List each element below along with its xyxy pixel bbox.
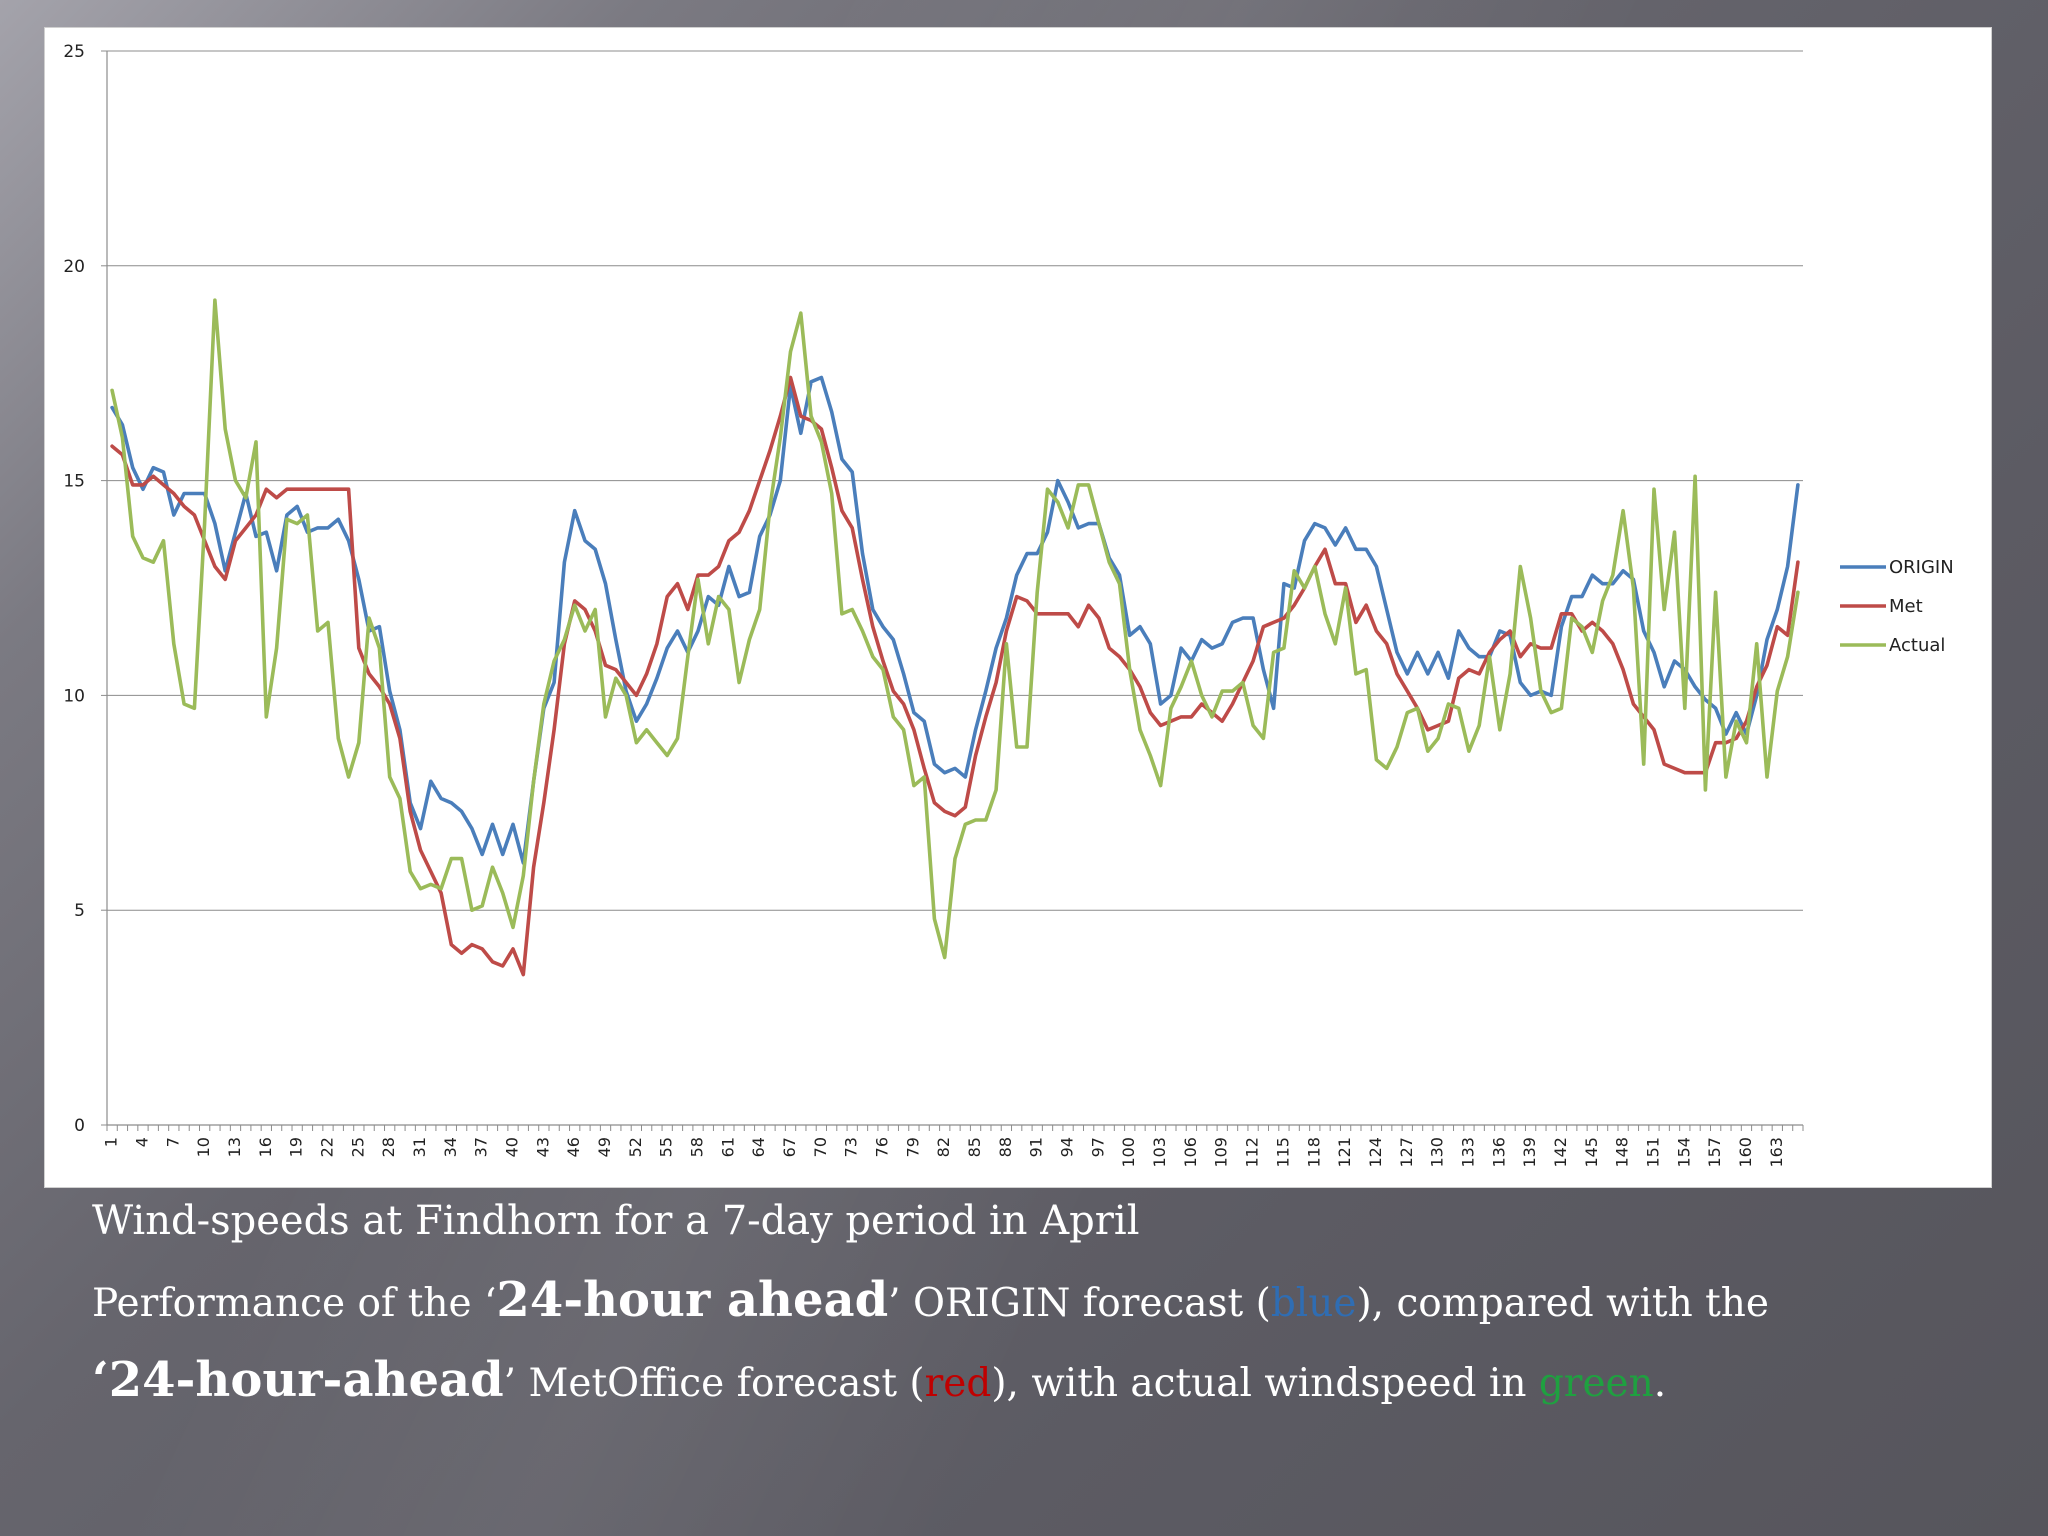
y-tick-label: 20 — [63, 257, 85, 277]
x-tick-label: 10 — [194, 1137, 213, 1157]
x-tick-label: 79 — [903, 1137, 922, 1157]
caption-text: ), compared with the — [1356, 1281, 1769, 1326]
x-tick-label: 103 — [1150, 1137, 1169, 1168]
x-tick-label: 7 — [163, 1137, 182, 1147]
x-tick-label: 121 — [1335, 1137, 1354, 1168]
x-tick-label: 40 — [503, 1137, 522, 1157]
y-tick-label: 5 — [74, 901, 85, 921]
x-tick-label: 13 — [225, 1137, 244, 1157]
x-tick-label: 85 — [965, 1137, 984, 1157]
caption-title: Wind-speeds at Findhorn for a 7-day peri… — [92, 1198, 1140, 1244]
y-tick-label: 15 — [63, 472, 85, 492]
x-tick-label: 22 — [317, 1137, 336, 1157]
x-tick-label: 61 — [718, 1137, 737, 1157]
line-chart: 0 5 10 15 20 25 1 4 7 10 13 16 19 22 25 28 31 34 37 40 43 46 4… — [63, 42, 1954, 1168]
caption-line-3: ‘24-hour-ahead’ MetOffice forecast (red)… — [92, 1352, 1666, 1408]
y-tick-label: 0 — [74, 1116, 85, 1136]
caption-color-blue: blue — [1270, 1281, 1357, 1326]
x-tick-label: 49 — [595, 1137, 614, 1157]
caption-text: ), with actual windspeed in — [991, 1361, 1539, 1406]
caption-color-green: green — [1538, 1361, 1654, 1406]
series-line-met — [110, 375, 1800, 977]
x-tick-label: 73 — [842, 1137, 861, 1157]
x-tick-label: 25 — [348, 1137, 367, 1157]
x-tick-label: 136 — [1489, 1137, 1508, 1168]
x-tick-label: 124 — [1366, 1137, 1385, 1168]
x-tick-label: 1 — [102, 1137, 121, 1147]
x-tick-label: 154 — [1674, 1137, 1693, 1168]
legend-label: ORIGIN — [1889, 557, 1954, 578]
x-tick-label: 43 — [533, 1137, 552, 1157]
x-tick-label: 34 — [441, 1137, 460, 1157]
y-tick-label: 25 — [63, 42, 85, 62]
x-tick-label: 4 — [132, 1137, 151, 1147]
x-tick-label: 52 — [626, 1137, 645, 1157]
x-tick-label: 100 — [1119, 1137, 1138, 1168]
caption-text: . — [1653, 1361, 1667, 1406]
x-tick-label: 106 — [1181, 1137, 1200, 1168]
legend-label: Met — [1889, 596, 1923, 617]
x-tick-label: 88 — [996, 1137, 1015, 1157]
x-tick-label: 37 — [472, 1137, 491, 1157]
series-line-actual — [110, 298, 1800, 960]
x-tick-label: 142 — [1551, 1137, 1570, 1168]
x-tick-label: 16 — [256, 1137, 275, 1157]
x-tick-label: 139 — [1520, 1137, 1539, 1168]
x-tick-label: 64 — [749, 1137, 768, 1157]
x-tick-label: 118 — [1304, 1137, 1323, 1168]
x-tick-label: 160 — [1736, 1137, 1755, 1168]
x-tick-label: 151 — [1643, 1137, 1662, 1168]
x-tick-label: 97 — [1088, 1137, 1107, 1157]
caption-emphasis: 24-hour ahead — [496, 1272, 889, 1328]
x-tick-label: 109 — [1212, 1137, 1231, 1168]
caption-line-2: Performance of the ‘24-hour ahead’ ORIGI… — [92, 1272, 1769, 1328]
legend-label: Actual — [1889, 635, 1945, 656]
x-tick-label: 148 — [1613, 1137, 1632, 1168]
x-tick-label: 67 — [780, 1137, 799, 1157]
caption-text: Performance of the ‘ — [92, 1281, 497, 1326]
caption-emphasis: ‘24-hour-ahead — [92, 1352, 504, 1408]
x-tick-label: 46 — [564, 1137, 583, 1157]
x-tick-label: 157 — [1705, 1137, 1724, 1168]
x-tick-label: 112 — [1243, 1137, 1262, 1168]
x-tick-label: 58 — [688, 1137, 707, 1157]
x-tick-label: 82 — [934, 1137, 953, 1157]
x-tick-label: 145 — [1582, 1137, 1601, 1168]
x-tick-label: 28 — [379, 1137, 398, 1157]
x-tick-label: 31 — [410, 1137, 429, 1157]
x-tick-label: 163 — [1767, 1137, 1786, 1168]
x-tick-label: 76 — [873, 1137, 892, 1157]
chart-panel: 0 5 10 15 20 25 1 4 7 10 13 16 19 22 25 28 31 34 37 40 43 46 4… — [44, 27, 1992, 1188]
x-tick-label: 55 — [657, 1137, 676, 1157]
y-tick-label: 10 — [63, 686, 85, 706]
x-tick-label: 127 — [1397, 1137, 1416, 1168]
x-tick-label: 133 — [1458, 1137, 1477, 1168]
caption-color-red: red — [924, 1361, 992, 1406]
x-tick-label: 94 — [1058, 1137, 1077, 1157]
caption-text: ’ MetOffice forecast ( — [503, 1361, 925, 1406]
caption-text: ’ ORIGIN forecast ( — [888, 1281, 1271, 1326]
x-tick-label: 91 — [1027, 1137, 1046, 1157]
x-tick-label: 19 — [287, 1137, 306, 1157]
x-tick-label: 70 — [811, 1137, 830, 1157]
x-tick-label: 115 — [1273, 1137, 1292, 1168]
x-tick-label: 130 — [1428, 1137, 1447, 1168]
series-line-origin — [110, 375, 1800, 865]
